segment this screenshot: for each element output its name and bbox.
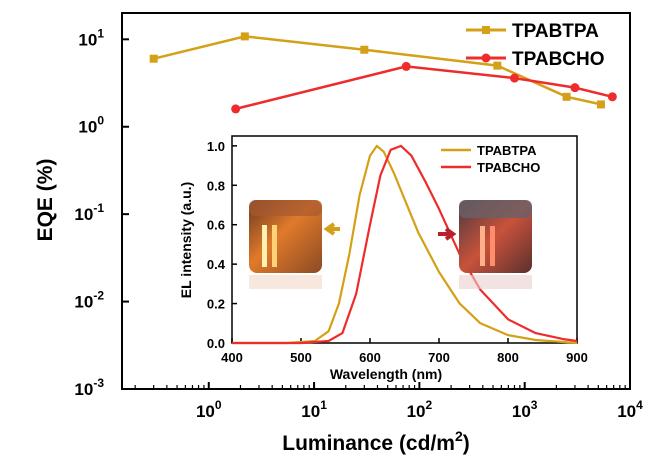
inset-x-tick-label: 600: [359, 350, 381, 365]
inset-series-layer: [232, 144, 578, 345]
inset-x-tick-label: 700: [428, 350, 450, 365]
main-point-tpabcho: [607, 92, 617, 102]
inset-x-axis-title: Wavelength (nm): [330, 366, 442, 382]
main-y-tick-label: 10-1: [74, 201, 104, 224]
inset-legend: TPABTPA TPABCHO: [441, 143, 540, 175]
main-plot: 100 101 102 103 104 101 100 10-1 10-2 10-3 TPABTP…: [34, 12, 643, 455]
main-point-tpabtpa: [149, 54, 158, 63]
device-photo-tpabcho: [459, 200, 532, 289]
main-y-tick-label: 100: [78, 114, 104, 137]
arrow-right-icon: [438, 227, 457, 241]
inset-y-tick-label: 0.0: [207, 336, 225, 351]
inset-y-tick-label: 1.0: [207, 139, 225, 154]
inset-series-line-tpabtpa: [232, 144, 578, 345]
main-point-tpabcho: [231, 104, 241, 114]
main-series-line-tpabtpa: [153, 35, 602, 106]
main-x-tick-label: 103: [512, 398, 538, 421]
main-point-tpabcho: [570, 83, 580, 93]
main-y-tick-label: 10-2: [74, 289, 104, 312]
main-y-tick-label: 10-3: [74, 376, 104, 399]
inset-x-tick-label: 900: [566, 350, 588, 365]
legend-marker-tpabcho: [481, 53, 491, 63]
main-plot-frame: [121, 12, 631, 390]
arrow-left-icon: [323, 222, 340, 236]
main-legend: TPABTPA TPABCHO: [466, 21, 605, 70]
main-x-axis-title: Luminance (cd/m2): [282, 428, 470, 455]
main-point-tpabcho: [401, 61, 411, 71]
legend-label-tpabcho: TPABCHO: [512, 49, 605, 70]
inset-series-line-tpabcho: [232, 144, 578, 345]
main-x-tick-label: 104: [617, 398, 643, 421]
inset-legend-label-tpabcho: TPABCHO: [477, 160, 540, 175]
main-x-tick-label: 102: [407, 398, 433, 421]
legend-label-tpabtpa: TPABTPA: [512, 21, 599, 42]
inset-y-axis-title: EL intensity (a.u.): [178, 182, 194, 298]
main-y-axis-title: EQE (%): [34, 159, 57, 242]
main-point-tpabtpa: [596, 100, 605, 109]
main-x-tick-label: 101: [301, 398, 327, 421]
inset-y-tick-label: 0.4: [207, 257, 226, 272]
inset-plot: 400 500 600 700 800 900 0.0 0.2 0.4 0.6 0.8 1.0 TPA…: [178, 135, 588, 382]
inset-x-tick-label: 800: [497, 350, 519, 365]
main-series-layer: [149, 32, 617, 114]
main-point-tpabtpa: [360, 45, 369, 54]
inset-y-tick-label: 0.6: [207, 218, 225, 233]
main-point-tpabtpa: [493, 61, 502, 70]
main-point-tpabtpa: [240, 32, 249, 41]
device-photo-tpabtpa: [249, 200, 322, 289]
inset-y-tick-label: 0.2: [207, 297, 225, 312]
main-series-line-tpabcho: [235, 65, 613, 111]
main-x-tick-label: 100: [196, 398, 222, 421]
inset-x-tick-label: 500: [290, 350, 312, 365]
inset-axis-ticks: 400 500 600 700 800 900 0.0 0.2 0.4 0.6 0.8 1.0: [207, 139, 588, 365]
main-point-tpabtpa: [562, 92, 571, 101]
inset-x-tick-label: 400: [221, 350, 243, 365]
main-axis-ticks: 100 101 102 103 104 101 100 10-1 10-2 10-3: [74, 26, 643, 421]
main-y-tick-label: 101: [78, 26, 104, 49]
inset-y-tick-label: 0.8: [207, 178, 225, 193]
legend-marker-tpabtpa: [482, 26, 490, 34]
main-point-tpabcho: [509, 73, 519, 83]
inset-legend-label-tpabtpa: TPABTPA: [477, 143, 537, 158]
